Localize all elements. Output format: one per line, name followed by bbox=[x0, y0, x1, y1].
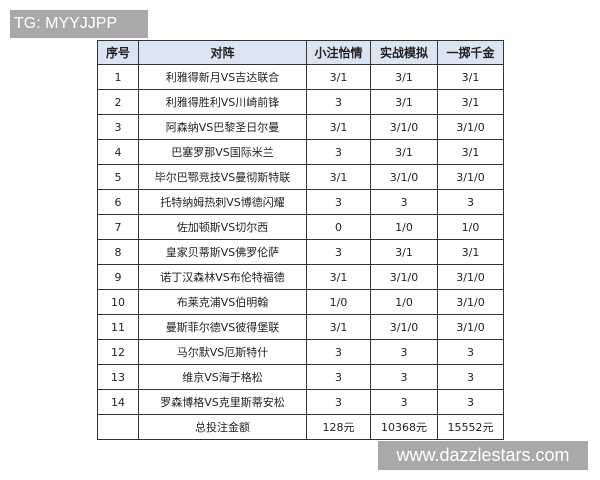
cell-index: 2 bbox=[97, 89, 139, 115]
cell-index: 8 bbox=[97, 239, 139, 265]
cell-simulation: 3 bbox=[370, 189, 438, 215]
cell-matchup: 总投注金额 bbox=[138, 414, 307, 440]
cell-matchup: 利雅得新月VS吉达联合 bbox=[138, 64, 307, 90]
cell-simulation: 3/1 bbox=[370, 139, 438, 165]
cell-matchup: 托特纳姆热刺VS博德闪耀 bbox=[138, 189, 307, 215]
cell-simulation: 3/1/0 bbox=[370, 164, 438, 190]
cell-matchup: 利雅得胜利VS川崎前锋 bbox=[138, 89, 307, 115]
table-row: 7 佐加顿斯VS切尔西 0 1/0 1/0 bbox=[97, 214, 504, 240]
cell-small-bet: 3/1 bbox=[306, 264, 371, 290]
cell-simulation: 3 bbox=[370, 389, 438, 415]
cell-big-bet: 3/1 bbox=[437, 64, 504, 90]
cell-index: 11 bbox=[97, 314, 139, 340]
table-row: 12 马尔默VS厄斯特什 3 3 3 bbox=[97, 339, 504, 365]
cell-simulation: 3 bbox=[370, 364, 438, 390]
watermark-bottom: www.dazzlestars.com bbox=[378, 441, 588, 470]
watermark-top: TG: MYYJJPP bbox=[10, 10, 148, 38]
cell-big-bet: 3 bbox=[437, 389, 504, 415]
column-header-big-bet: 一掷千金 bbox=[437, 40, 504, 65]
total-row: 总投注金额 128元 10368元 15552元 bbox=[97, 414, 504, 440]
cell-matchup: 巴塞罗那VS国际米兰 bbox=[138, 139, 307, 165]
cell-index: 5 bbox=[97, 164, 139, 190]
cell-small-bet: 3 bbox=[306, 89, 371, 115]
cell-simulation: 3 bbox=[370, 339, 438, 365]
cell-matchup: 马尔默VS厄斯特什 bbox=[138, 339, 307, 365]
cell-small-bet: 3 bbox=[306, 364, 371, 390]
cell-big-bet: 3/1 bbox=[437, 89, 504, 115]
table-row: 5 毕尔巴鄂竞技VS曼彻斯特联 3/1 3/1/0 3/1/0 bbox=[97, 164, 504, 190]
cell-big-bet: 3/1/0 bbox=[437, 164, 504, 190]
cell-matchup: 阿森纳VS巴黎圣日尔曼 bbox=[138, 114, 307, 140]
cell-simulation: 3/1 bbox=[370, 64, 438, 90]
cell-index: 6 bbox=[97, 189, 139, 215]
cell-small-bet: 1/0 bbox=[306, 289, 371, 315]
cell-big-bet: 3 bbox=[437, 339, 504, 365]
column-header-simulation: 实战模拟 bbox=[370, 40, 438, 65]
cell-matchup: 曼斯菲尔德VS彼得堡联 bbox=[138, 314, 307, 340]
column-header-small-bet: 小注怡情 bbox=[306, 40, 371, 65]
cell-big-bet: 3/1 bbox=[437, 239, 504, 265]
cell-simulation: 3/1 bbox=[370, 239, 438, 265]
table-row: 9 诺丁汉森林VS布伦特福德 3/1 3/1/0 3/1/0 bbox=[97, 264, 504, 290]
cell-matchup: 佐加顿斯VS切尔西 bbox=[138, 214, 307, 240]
cell-simulation: 3/1 bbox=[370, 89, 438, 115]
cell-index: 1 bbox=[97, 64, 139, 90]
cell-index: 7 bbox=[97, 214, 139, 240]
cell-big-bet: 15552元 bbox=[437, 414, 504, 440]
cell-index bbox=[97, 414, 139, 440]
cell-small-bet: 0 bbox=[306, 214, 371, 240]
cell-big-bet: 3/1/0 bbox=[437, 314, 504, 340]
column-header-index: 序号 bbox=[97, 40, 139, 65]
cell-index: 12 bbox=[97, 339, 139, 365]
cell-small-bet: 3 bbox=[306, 239, 371, 265]
cell-matchup: 维京VS海于格松 bbox=[138, 364, 307, 390]
cell-small-bet: 3/1 bbox=[306, 64, 371, 90]
cell-big-bet: 3/1 bbox=[437, 139, 504, 165]
cell-big-bet: 3 bbox=[437, 189, 504, 215]
cell-index: 4 bbox=[97, 139, 139, 165]
cell-matchup: 皇家贝蒂斯VS佛罗伦萨 bbox=[138, 239, 307, 265]
cell-small-bet: 3 bbox=[306, 139, 371, 165]
cell-simulation: 3/1/0 bbox=[370, 264, 438, 290]
table-row: 1 利雅得新月VS吉达联合 3/1 3/1 3/1 bbox=[97, 64, 504, 90]
cell-index: 13 bbox=[97, 364, 139, 390]
cell-simulation: 1/0 bbox=[370, 214, 438, 240]
cell-index: 3 bbox=[97, 114, 139, 140]
table-row: 14 罗森博格VS克里斯蒂安松 3 3 3 bbox=[97, 389, 504, 415]
cell-small-bet: 3 bbox=[306, 189, 371, 215]
cell-index: 9 bbox=[97, 264, 139, 290]
cell-small-bet: 3/1 bbox=[306, 114, 371, 140]
cell-matchup: 布莱克浦VS伯明翰 bbox=[138, 289, 307, 315]
cell-big-bet: 1/0 bbox=[437, 214, 504, 240]
table-row: 11 曼斯菲尔德VS彼得堡联 3/1 3/1/0 3/1/0 bbox=[97, 314, 504, 340]
cell-matchup: 诺丁汉森林VS布伦特福德 bbox=[138, 264, 307, 290]
cell-simulation: 3/1/0 bbox=[370, 314, 438, 340]
cell-small-bet: 3/1 bbox=[306, 164, 371, 190]
cell-small-bet: 3 bbox=[306, 339, 371, 365]
table-row: 3 阿森纳VS巴黎圣日尔曼 3/1 3/1/0 3/1/0 bbox=[97, 114, 504, 140]
table-row: 10 布莱克浦VS伯明翰 1/0 1/0 3/1/0 bbox=[97, 289, 504, 315]
column-header-matchup: 对阵 bbox=[138, 40, 307, 65]
cell-big-bet: 3 bbox=[437, 364, 504, 390]
betting-table: 序号 对阵 小注怡情 实战模拟 一掷千金 1 利雅得新月VS吉达联合 3/1 3/1 3/1 2 利… bbox=[97, 40, 504, 440]
cell-small-bet: 3 bbox=[306, 389, 371, 415]
cell-small-bet: 3/1 bbox=[306, 314, 371, 340]
cell-small-bet: 128元 bbox=[306, 414, 371, 440]
table-row: 4 巴塞罗那VS国际米兰 3 3/1 3/1 bbox=[97, 139, 504, 165]
table-row: 13 维京VS海于格松 3 3 3 bbox=[97, 364, 504, 390]
cell-index: 14 bbox=[97, 389, 139, 415]
cell-big-bet: 3/1/0 bbox=[437, 289, 504, 315]
cell-simulation: 10368元 bbox=[370, 414, 438, 440]
cell-simulation: 3/1/0 bbox=[370, 114, 438, 140]
cell-index: 10 bbox=[97, 289, 139, 315]
cell-big-bet: 3/1/0 bbox=[437, 264, 504, 290]
table-row: 6 托特纳姆热刺VS博德闪耀 3 3 3 bbox=[97, 189, 504, 215]
cell-big-bet: 3/1/0 bbox=[437, 114, 504, 140]
table-row: 8 皇家贝蒂斯VS佛罗伦萨 3 3/1 3/1 bbox=[97, 239, 504, 265]
cell-simulation: 1/0 bbox=[370, 289, 438, 315]
cell-matchup: 罗森博格VS克里斯蒂安松 bbox=[138, 389, 307, 415]
header-row: 序号 对阵 小注怡情 实战模拟 一掷千金 bbox=[97, 40, 504, 65]
table-row: 2 利雅得胜利VS川崎前锋 3 3/1 3/1 bbox=[97, 89, 504, 115]
cell-matchup: 毕尔巴鄂竞技VS曼彻斯特联 bbox=[138, 164, 307, 190]
